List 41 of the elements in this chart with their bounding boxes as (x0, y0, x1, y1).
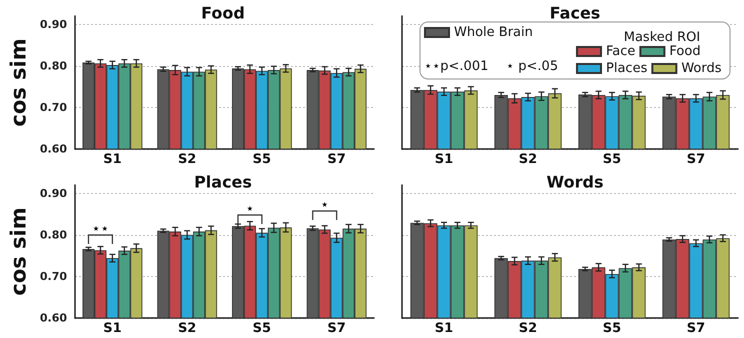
y-axis-title: cos sim (6, 207, 30, 296)
y-tick-label: 0.90 (40, 186, 68, 200)
annotation: ⋆ p<.05 (506, 59, 558, 74)
legend-label: Places (606, 61, 648, 76)
chart-title: Places (194, 172, 252, 192)
x-tick-label: S2 (178, 321, 196, 336)
legend-label: Whole Brain (454, 25, 533, 40)
x-tick-label: S5 (602, 152, 622, 167)
y-tick-label: 0.80 (40, 228, 68, 242)
legend-label: Food (669, 44, 701, 59)
x-tick-label: S5 (602, 321, 622, 336)
x-tick-label: S2 (518, 152, 538, 167)
y-tick-label: 0.70 (40, 270, 68, 283)
y-tick-label: 0.70 (40, 100, 68, 114)
annotation: ⋆ (246, 201, 254, 217)
x-tick-label: S1 (103, 152, 122, 167)
x-tick-label: S7 (686, 152, 706, 167)
y-tick-label: 0.80 (40, 59, 68, 72)
x-tick-label: S1 (434, 321, 454, 336)
x-tick-label: S1 (103, 321, 122, 336)
y-tick-label: 0.60 (40, 142, 68, 156)
legend-title: Masked ROI (624, 30, 700, 45)
chart-title: Faces (550, 4, 600, 22)
x-tick-label: S7 (327, 321, 346, 336)
annotation: ⋆⋆p<.001 (424, 59, 488, 74)
x-tick-label: S5 (252, 152, 272, 167)
chart-title: Food (201, 4, 245, 22)
y-tick-label: 0.60 (40, 312, 68, 324)
legend-label: Words (681, 61, 722, 76)
x-tick-label: S7 (327, 152, 346, 167)
y-axis-title: cos sim (6, 38, 30, 127)
annotation: ⋆ (320, 197, 330, 213)
x-tick-label: S7 (686, 321, 706, 336)
x-tick-label: S5 (252, 321, 272, 336)
y-tick-label: 0.90 (40, 18, 68, 31)
x-tick-label: S2 (178, 152, 196, 167)
annotation: ⋆⋆ (92, 221, 110, 237)
legend-label: Face (606, 44, 636, 59)
x-tick-label: S1 (434, 152, 454, 167)
x-tick-label: S2 (518, 321, 538, 336)
chart-title: Words (546, 172, 604, 192)
